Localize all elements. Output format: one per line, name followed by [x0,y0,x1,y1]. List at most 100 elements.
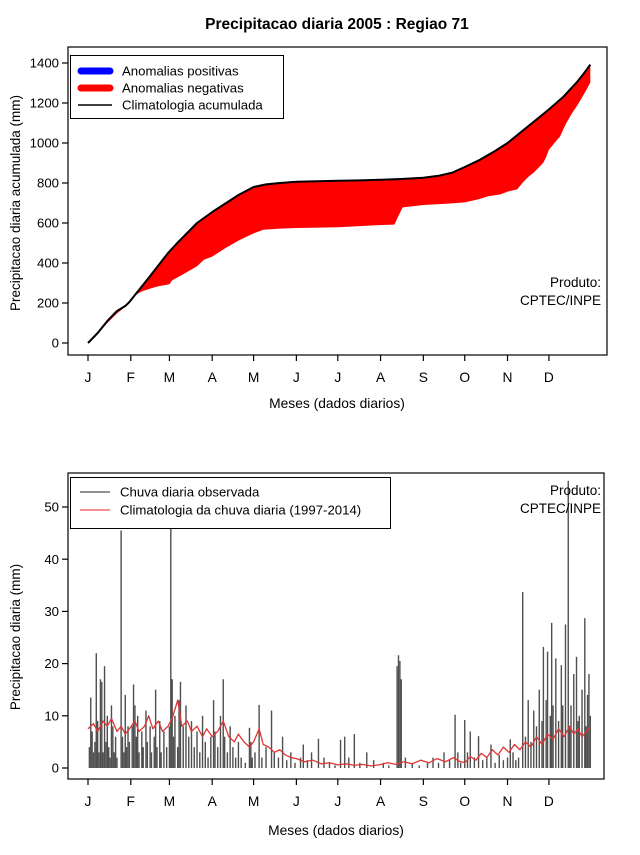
daily-rain-bar [299,757,302,768]
daily-rain-bar [481,760,484,768]
daily-rain-bar [106,715,109,768]
daily-rain-bar [232,747,234,768]
daily-rain-bar [251,757,253,768]
daily-rain-bar [509,739,511,768]
daily-rain-bar [477,736,480,768]
daily-rain-bar [182,726,184,768]
bottom-legend: Chuva diaria observada Climatologia da c… [70,477,391,529]
daily-rain-bar [98,752,100,768]
daily-rain-bar [94,741,96,768]
x-tick-label: J [293,794,300,809]
x-tick-label: M [248,370,260,385]
daily-rain-bar [222,679,224,768]
daily-rain-bar [538,689,540,768]
x-tick-label: J [85,794,92,809]
daily-rain-bar [589,715,592,768]
legend-label-anomalias-positivas: Anomalias positivas [122,64,239,79]
daily-rain-bar [372,760,375,768]
daily-rain-bar [323,757,325,768]
daily-rain-bar [388,765,390,768]
daily-rain-bar [506,757,509,768]
daily-rain-bar [494,762,496,768]
daily-rain-bar [131,726,133,768]
daily-rain-bar [125,747,128,768]
daily-rain-bar [542,646,545,768]
daily-rain-bar [328,762,331,768]
daily-rain-bar [113,752,115,768]
daily-rain-bar [562,705,564,768]
daily-rain-bar [178,700,180,768]
daily-rain-bar [581,689,583,768]
daily-rain-bar [522,592,524,768]
daily-rain-bar [575,656,578,768]
y-tick-label: 50 [44,500,59,515]
daily-rain-bar [229,726,231,768]
legend-label-climatologia-diaria: Climatologia da chuva diaria (1997-2014) [120,503,361,518]
daily-rain-bar [527,700,529,768]
daily-rain-bar [91,731,93,768]
daily-rain-bar [219,715,222,768]
daily-rain-bar [112,726,114,768]
daily-rain-bar [240,757,242,768]
daily-rain-bar [212,700,215,768]
daily-rain-bar [127,726,129,768]
bottom-x-axis-title: Meses (dados diarios) [268,823,404,838]
daily-rain-bar [258,704,260,768]
daily-rain-bar [486,757,488,768]
daily-rain-bar [179,681,182,768]
daily-rain-bar [573,674,575,768]
daily-rain-bar [555,658,557,768]
daily-rain-bar [237,741,240,768]
daily-rain-bar [549,715,551,768]
daily-rain-bar [250,741,252,768]
x-tick-label: N [503,794,513,809]
daily-rain-bar [490,744,492,768]
x-tick-label: D [544,794,554,809]
produto-label-bottom: Produto: [550,483,601,498]
daily-rain-bar [214,731,216,768]
daily-rain-bar [102,752,104,768]
daily-rain-bar [515,760,517,768]
daily-rain-bar [123,752,125,768]
daily-rain-bar [90,697,92,768]
daily-rain-bar [498,754,500,768]
daily-rain-bar [199,752,201,768]
x-tick-label: J [85,370,92,385]
top-legend: Anomalias positivas Anomalias negativas … [70,55,284,119]
daily-rain-bar [204,741,206,768]
daily-rain-bar [124,694,126,768]
legend-label-chuva-observada: Chuva diaria observada [120,485,260,500]
daily-rain-bar [99,679,102,768]
x-tick-label: J [334,370,341,385]
y-tick-label: 30 [44,604,59,619]
daily-rain-bar [443,752,445,768]
daily-rain-bar [418,765,420,768]
daily-rain-bar [545,700,547,768]
daily-rain-bar [399,660,401,768]
daily-rain-bar [339,739,342,768]
x-tick-label: J [293,370,300,385]
top-x-axis-title: Meses (dados diarios) [269,396,405,411]
daily-rain-bar [366,752,368,768]
x-tick-label: O [459,794,470,809]
daily-rain-bar [454,714,456,768]
daily-rain-bar [103,666,106,768]
x-tick-label: M [164,370,176,385]
daily-rain-bar [210,736,212,768]
daily-rain-bar [92,752,95,768]
x-tick-label: F [127,794,135,809]
daily-rain-bar [265,747,267,768]
y-tick-label: 400 [37,256,59,271]
y-tick-label: 1000 [30,136,59,151]
daily-rain-bar [234,757,237,768]
daily-rain-bar [570,705,572,768]
produto-label-top: Produto: [550,275,601,290]
bottom-legend-box [70,477,391,529]
daily-rain-bar [185,705,187,768]
cumulative-precip-panel: Precipitacao diaria 2005 : Regiao 71 0 20… [8,16,608,411]
daily-rain-bar [95,653,97,768]
y-tick-label: 20 [44,656,59,671]
daily-rain-bar [348,757,350,768]
x-tick-label: S [419,794,428,809]
